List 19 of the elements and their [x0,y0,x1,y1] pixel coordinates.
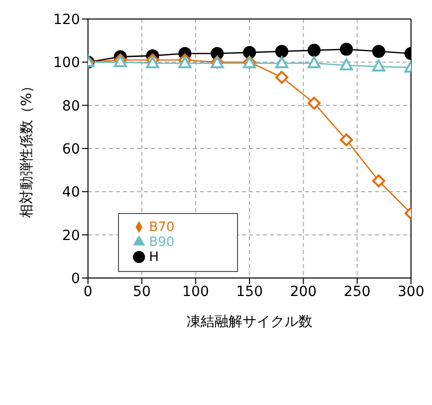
x-tick-label: 200 [290,284,317,300]
x-tick-label: 150 [236,284,263,300]
legend-label: H [149,250,159,265]
legend-label: B90 [149,235,174,250]
x-tick-label: 50 [132,284,151,300]
x-tick-label: 300 [398,284,424,300]
y-tick-label: 20 [62,228,80,244]
x-tick-label: 0 [84,284,92,300]
y-tick-label: 0 [71,270,80,287]
y-tick-label: 100 [53,55,80,72]
x-tick-label: 250 [344,284,371,300]
y-axis-title: 相対動弾性係数（%） [18,78,35,218]
y-tick-label: 60 [62,141,80,158]
x-tick-label: 100 [182,284,210,300]
legend-label: B70 [149,220,174,235]
x-axis-title: 凍結融解サイクル数 [186,314,312,330]
y-tick-label: 120 [53,12,80,28]
y-tick-label: 40 [62,184,80,201]
y-tick-label: 80 [62,98,80,114]
